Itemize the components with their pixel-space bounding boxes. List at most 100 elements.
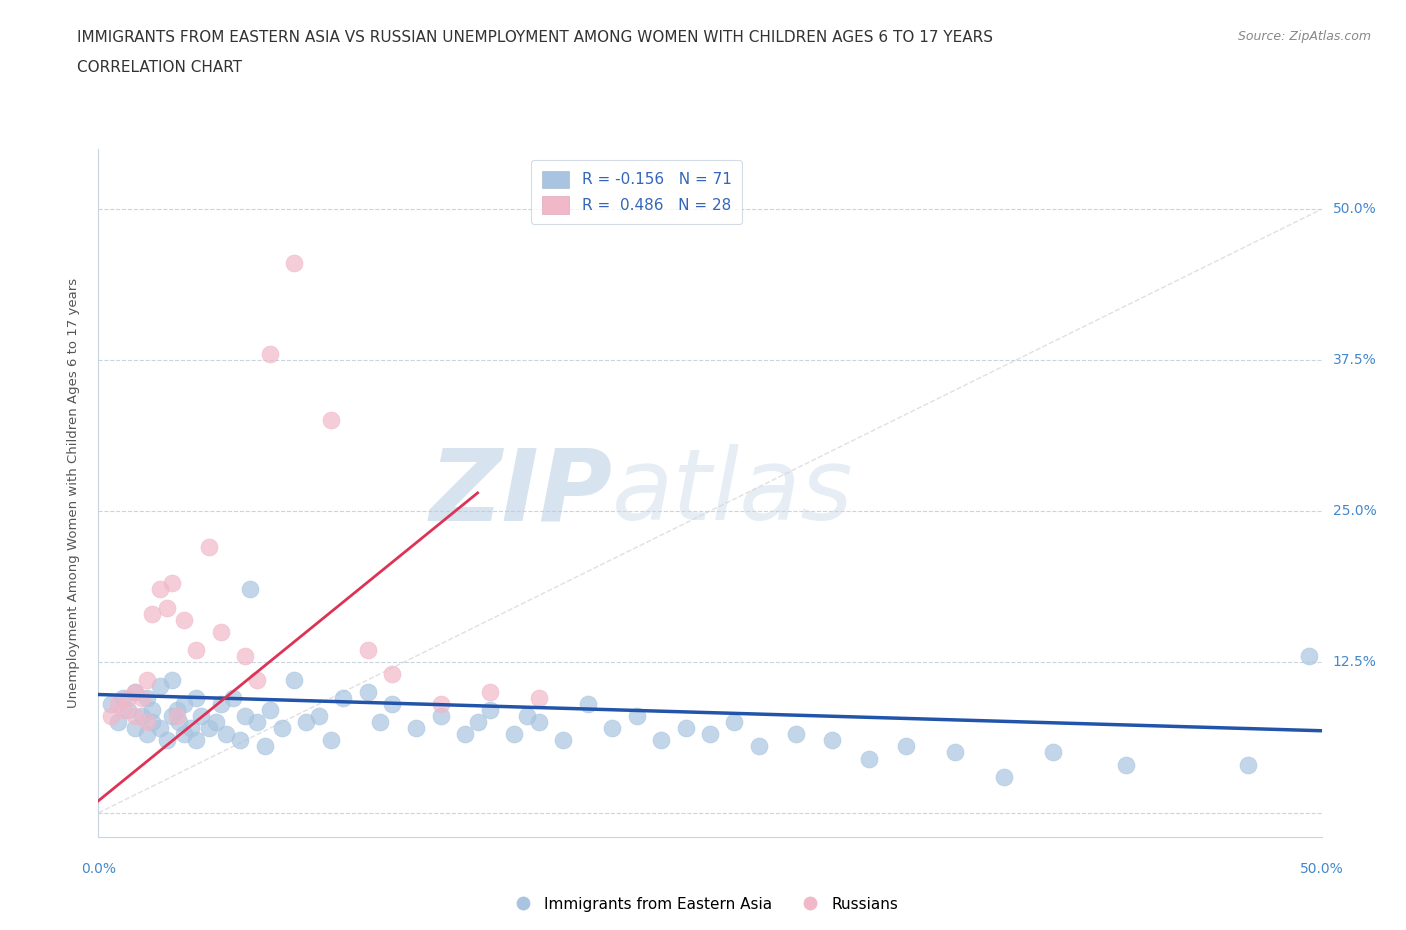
Point <box>527 691 550 706</box>
Point <box>186 643 208 658</box>
Legend: R = -0.156   N = 71, R =  0.486   N = 28: R = -0.156 N = 71, R = 0.486 N = 28 <box>531 160 742 224</box>
Point <box>319 413 342 428</box>
Point <box>180 721 202 736</box>
Point <box>650 733 672 748</box>
Point <box>131 691 153 706</box>
Point <box>503 727 526 742</box>
Point <box>1115 757 1137 772</box>
Point <box>160 672 183 687</box>
Point <box>430 697 453 711</box>
Point <box>124 709 146 724</box>
Point <box>190 709 212 724</box>
Point <box>785 727 807 742</box>
Point <box>111 703 134 718</box>
Text: 50.0%: 50.0% <box>1333 202 1376 216</box>
Point <box>259 347 281 362</box>
Point <box>253 739 276 754</box>
Point <box>332 691 354 706</box>
Point <box>270 721 294 736</box>
Point <box>124 721 146 736</box>
Point <box>295 715 318 730</box>
Text: CORRELATION CHART: CORRELATION CHART <box>77 60 242 75</box>
Point <box>430 709 453 724</box>
Text: atlas: atlas <box>612 445 853 541</box>
Point <box>214 727 236 742</box>
Point <box>167 715 190 730</box>
Point <box>141 715 163 730</box>
Point <box>675 721 697 736</box>
Point <box>356 643 378 658</box>
Point <box>821 733 844 748</box>
Point <box>527 715 550 730</box>
Point <box>149 721 172 736</box>
Point <box>205 715 228 730</box>
Point <box>124 684 146 699</box>
Point <box>600 721 623 736</box>
Point <box>107 715 129 730</box>
Point <box>699 727 721 742</box>
Point <box>515 709 537 724</box>
Point <box>166 709 188 724</box>
Point <box>368 715 391 730</box>
Y-axis label: Unemployment Among Women with Children Ages 6 to 17 years: Unemployment Among Women with Children A… <box>67 278 80 708</box>
Point <box>246 715 269 730</box>
Text: 25.0%: 25.0% <box>1333 504 1376 518</box>
Point <box>141 703 163 718</box>
Point <box>173 612 195 627</box>
Point <box>107 697 129 711</box>
Point <box>160 709 183 724</box>
Point <box>467 715 489 730</box>
Point <box>626 709 648 724</box>
Point <box>173 697 195 711</box>
Point <box>246 672 269 687</box>
Text: 0.0%: 0.0% <box>82 862 115 876</box>
Point <box>748 739 770 754</box>
Text: 37.5%: 37.5% <box>1333 353 1376 367</box>
Point <box>454 727 477 742</box>
Point <box>160 576 183 591</box>
Point <box>136 691 159 706</box>
Point <box>858 751 880 766</box>
Point <box>156 600 179 615</box>
Point <box>319 733 342 748</box>
Point <box>356 684 378 699</box>
Point <box>576 697 599 711</box>
Point <box>111 691 134 706</box>
Point <box>222 691 245 706</box>
Point <box>136 715 159 730</box>
Point <box>229 733 252 748</box>
Point <box>117 703 139 718</box>
Point <box>283 256 305 271</box>
Text: 12.5%: 12.5% <box>1333 655 1376 669</box>
Point <box>381 667 404 682</box>
Text: 50.0%: 50.0% <box>1299 862 1344 876</box>
Point <box>197 539 219 554</box>
Point <box>259 703 281 718</box>
Point <box>141 606 163 621</box>
Point <box>117 691 139 706</box>
Point <box>136 672 159 687</box>
Point <box>405 721 427 736</box>
Point <box>186 691 208 706</box>
Point <box>149 582 172 597</box>
Point <box>149 679 172 694</box>
Text: Source: ZipAtlas.com: Source: ZipAtlas.com <box>1237 30 1371 43</box>
Point <box>723 715 745 730</box>
Point <box>136 727 159 742</box>
Point <box>478 703 501 718</box>
Text: ZIP: ZIP <box>429 445 612 541</box>
Point <box>239 582 262 597</box>
Point <box>381 697 404 711</box>
Text: IMMIGRANTS FROM EASTERN ASIA VS RUSSIAN UNEMPLOYMENT AMONG WOMEN WITH CHILDREN A: IMMIGRANTS FROM EASTERN ASIA VS RUSSIAN … <box>77 30 993 45</box>
Point <box>100 709 122 724</box>
Point <box>233 709 256 724</box>
Point <box>209 697 232 711</box>
Point <box>478 684 501 699</box>
Point <box>209 624 232 639</box>
Point <box>197 721 219 736</box>
Point <box>166 703 188 718</box>
Point <box>131 709 153 724</box>
Point <box>100 697 122 711</box>
Point <box>156 733 179 748</box>
Point <box>943 745 966 760</box>
